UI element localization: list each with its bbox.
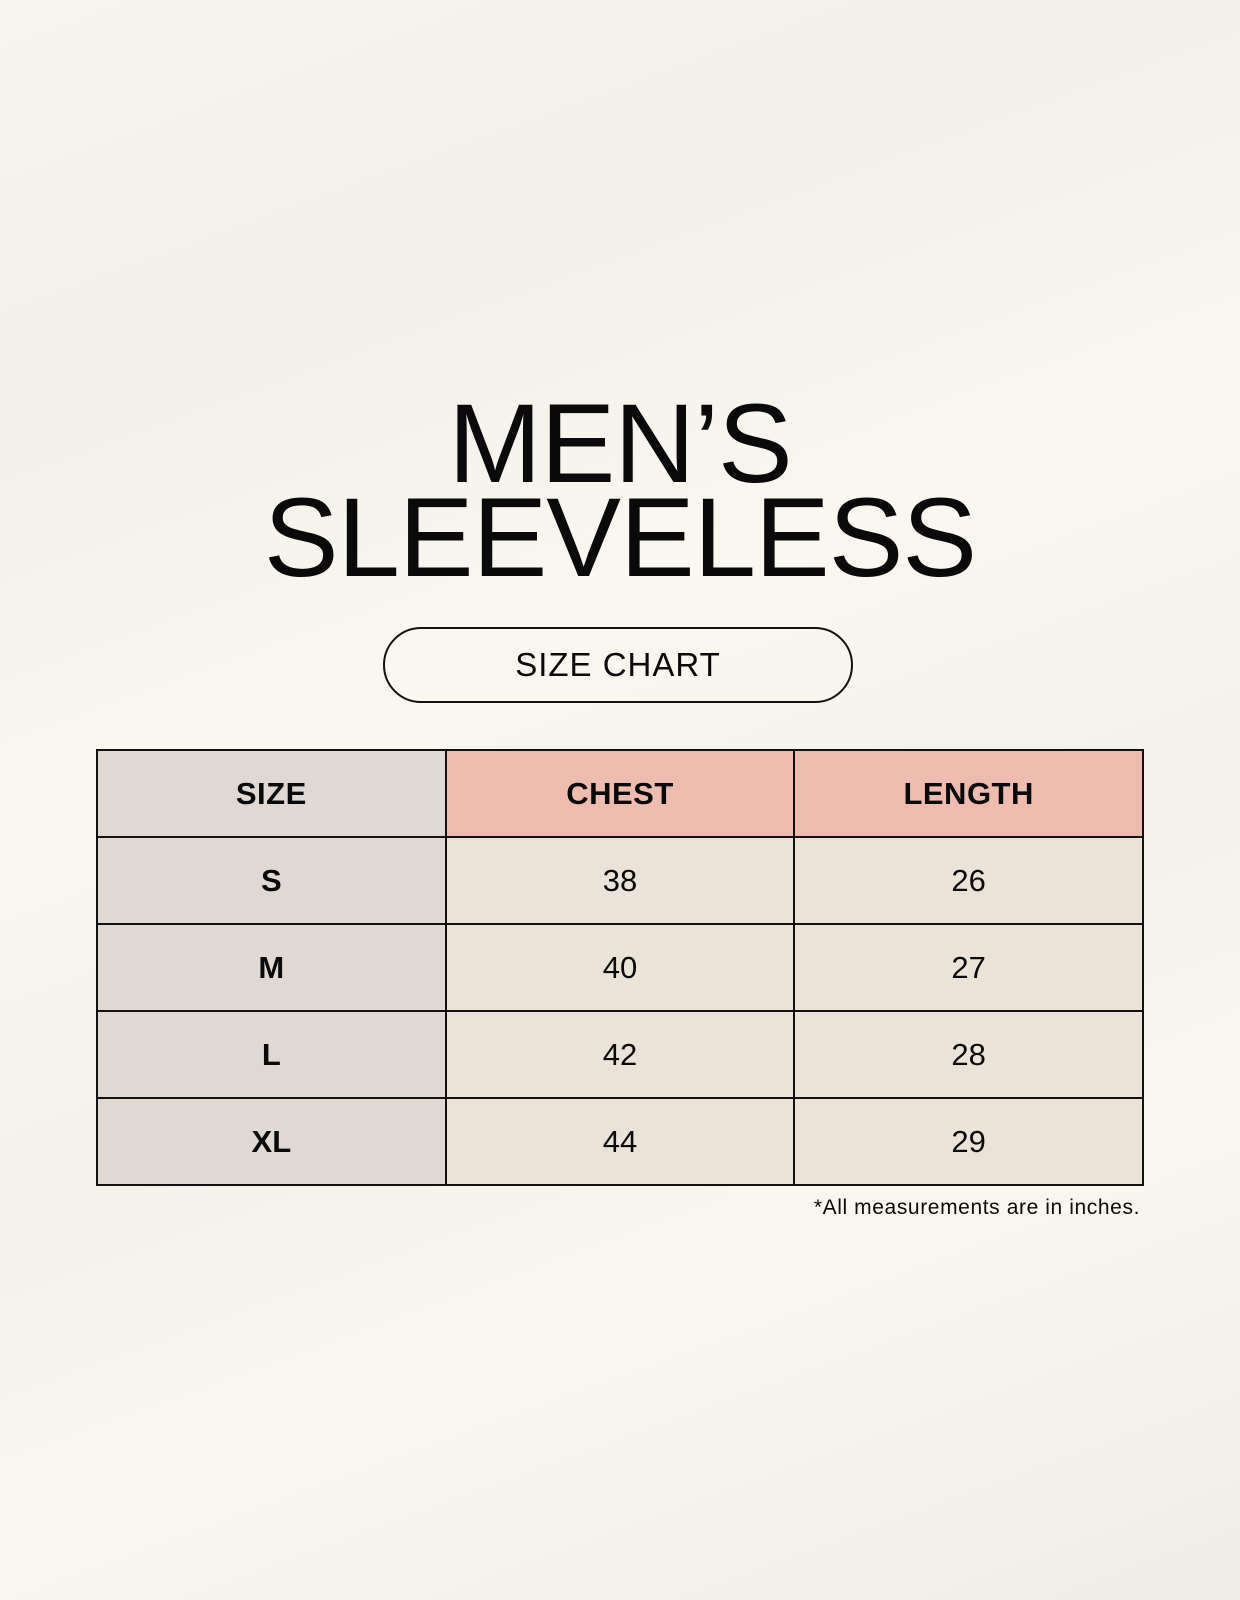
cell-length: 27 <box>793 923 1144 1012</box>
table-row: L 42 28 <box>96 1010 1144 1099</box>
cell-length: 28 <box>793 1010 1144 1099</box>
cell-length: 29 <box>793 1097 1144 1186</box>
size-table: SIZE CHEST LENGTH S 38 26 M 40 27 L 42 28 XL 44 29 <box>96 749 1144 1186</box>
cell-size: L <box>96 1010 447 1099</box>
footnote: *All measurements are in inches. <box>813 1196 1140 1219</box>
cell-size: XL <box>96 1097 447 1186</box>
cell-chest: 42 <box>444 1010 796 1099</box>
title-line-2: SLEEVELESS <box>263 475 977 600</box>
cell-chest: 44 <box>444 1097 796 1186</box>
header-chest: CHEST <box>444 749 796 838</box>
header-length: LENGTH <box>793 749 1144 838</box>
table-row: M 40 27 <box>96 923 1144 1012</box>
header-size: SIZE <box>96 749 447 838</box>
table-header-row: SIZE CHEST LENGTH <box>96 749 1144 838</box>
cell-size: S <box>96 836 447 925</box>
cell-length: 26 <box>793 836 1144 925</box>
table-row: S 38 26 <box>96 836 1144 925</box>
cell-chest: 38 <box>444 836 796 925</box>
cell-chest: 40 <box>444 923 796 1012</box>
table-row: XL 44 29 <box>96 1097 1144 1186</box>
title-line-1: MEN’S <box>448 381 792 506</box>
cell-size: M <box>96 923 447 1012</box>
size-chart-label: SIZE CHART <box>383 627 853 703</box>
page-title: MEN’S SLEEVELESS <box>0 381 1240 600</box>
